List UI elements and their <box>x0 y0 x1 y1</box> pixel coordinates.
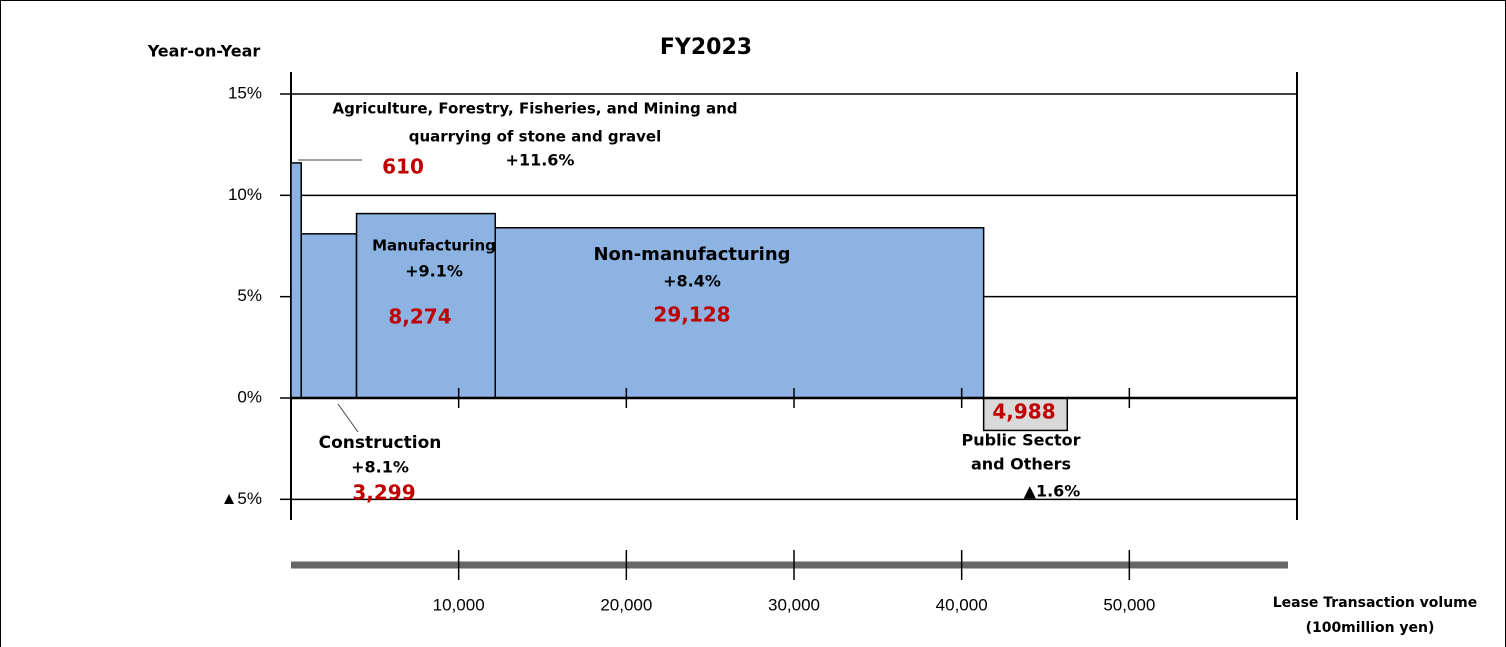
y-axis-label: Year-on-Year <box>147 42 261 61</box>
y-tick-label: ▲5% <box>221 489 262 508</box>
x-tick-label: 40,000 <box>936 595 988 614</box>
y-tick-label: 0% <box>237 387 262 406</box>
x-axis-label: Lease Transaction volume <box>1273 595 1478 611</box>
value-label: ▲1.6% <box>1024 482 1081 501</box>
category-label: Manufacturing <box>372 237 496 255</box>
y-tick-label: 5% <box>237 286 262 305</box>
category-label: Agriculture, Forestry, Fisheries, and Mi… <box>332 100 737 118</box>
width-label: 3,299 <box>352 481 415 505</box>
chart-title: FY2023 <box>660 35 752 60</box>
x-tick-label: 50,000 <box>1103 595 1155 614</box>
x-tick-label: 10,000 <box>433 595 485 614</box>
category-label: Construction <box>319 433 442 453</box>
x-tick-label: 20,000 <box>600 595 652 614</box>
value-label: +8.1% <box>351 458 409 477</box>
width-label: 8,274 <box>388 305 451 329</box>
y-tick-label: 15% <box>228 83 262 102</box>
category-label: quarrying of stone and gravel <box>409 128 662 146</box>
bar <box>290 162 302 399</box>
category-label: Non-manufacturing <box>593 244 790 265</box>
category-label: and Others <box>971 455 1071 474</box>
y-tick-label: 10% <box>228 185 262 204</box>
value-label: +8.4% <box>663 272 721 291</box>
value-label: +9.1% <box>405 262 463 281</box>
x-axis-label: (100million yen) <box>1306 620 1435 636</box>
value-label: +11.6% <box>506 151 575 170</box>
bar <box>982 397 1069 432</box>
bar <box>494 227 985 399</box>
width-label: 610 <box>382 155 424 179</box>
width-label: 4,988 <box>992 400 1055 424</box>
width-label: 29,128 <box>653 303 730 327</box>
bar <box>300 233 358 399</box>
x-tick-label: 30,000 <box>768 595 820 614</box>
category-label: Public Sector <box>962 431 1081 450</box>
leader-line <box>337 403 359 433</box>
